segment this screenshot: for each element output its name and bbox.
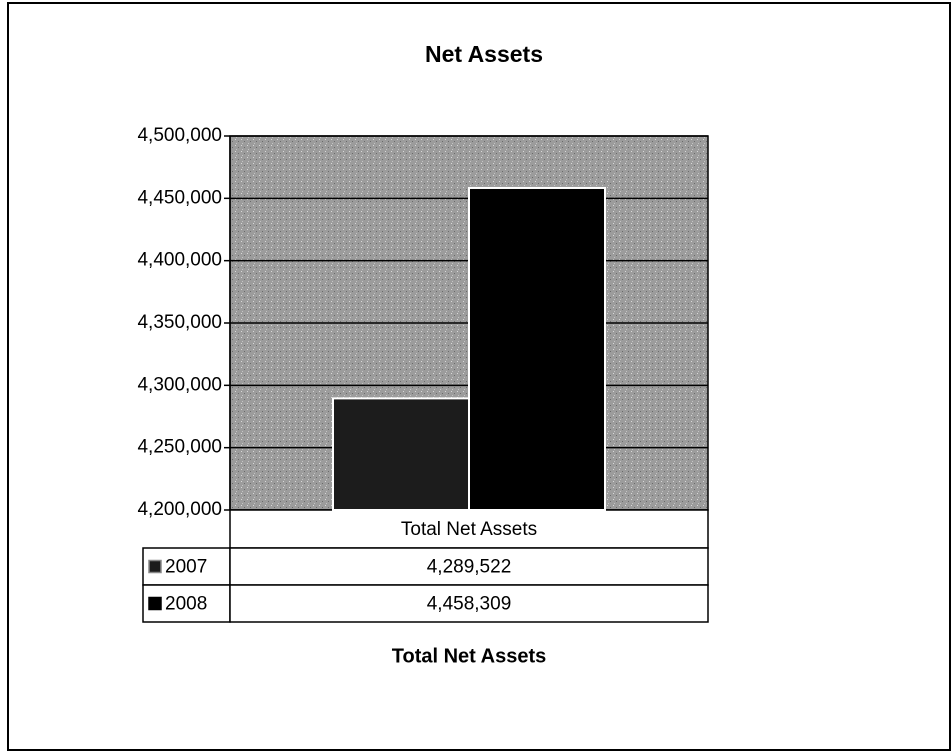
table-header-cell: [229, 509, 709, 549]
y-tick-label: 4,450,000: [137, 187, 222, 208]
legend-label: 2007: [165, 557, 207, 578]
legend-label: 2008: [165, 594, 207, 615]
legend-key: [148, 559, 162, 574]
legend-key: [148, 596, 162, 611]
table-value-cell: [229, 584, 709, 623]
data-label: 4,458,309: [427, 594, 512, 615]
x-tick-label: Total Net Assets: [401, 519, 537, 540]
x-axis-label: Total Net Assets: [392, 645, 546, 667]
chart-title: Net Assets: [425, 41, 543, 67]
bar: [332, 397, 470, 511]
y-tick-label: 4,250,000: [137, 437, 222, 458]
y-tick-label: 4,350,000: [137, 312, 222, 333]
y-tick-label: 4,300,000: [137, 374, 222, 395]
y-tick-label: 4,500,000: [137, 125, 222, 146]
y-tick-label: 4,400,000: [137, 250, 222, 271]
data-label: 4,289,522: [427, 557, 512, 578]
bar: [468, 186, 606, 511]
y-tick-label: 4,200,000: [137, 499, 222, 520]
